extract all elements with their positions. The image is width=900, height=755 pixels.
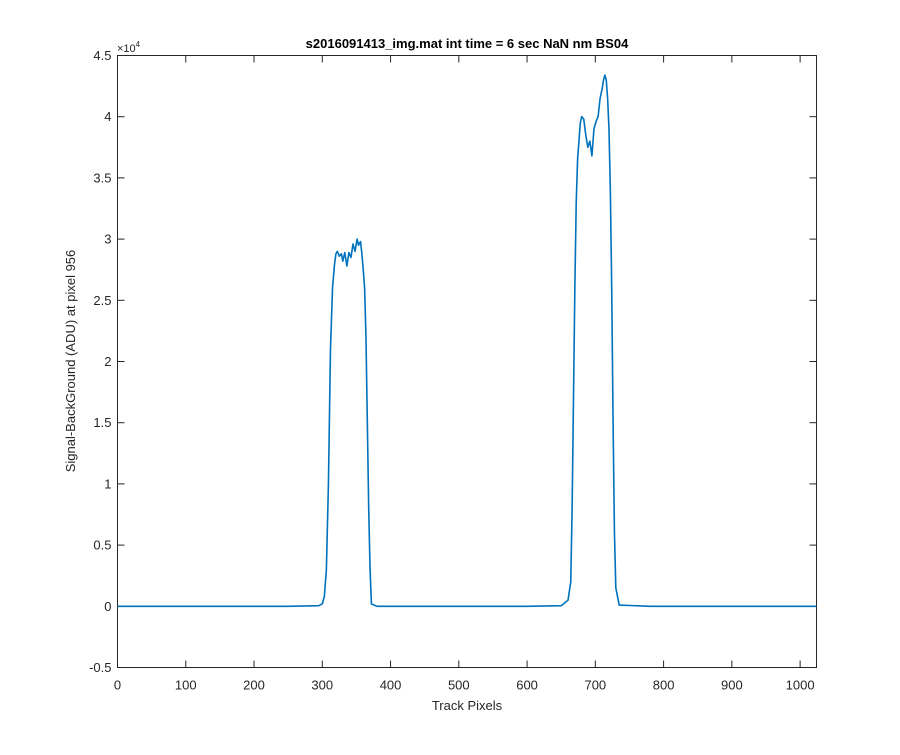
y-axis: -0.5 0 0.5 1 1.5 2 2.5 3 3.5 4 4.5	[89, 48, 817, 675]
y-tick-label: -0.5	[89, 660, 111, 675]
y-tick-label: 3	[104, 232, 111, 247]
y-axis-exponent: ×104	[117, 40, 141, 55]
y-tick-label: 1.5	[93, 415, 111, 430]
x-tick-label: 600	[516, 678, 538, 693]
x-tick-label: 300	[311, 678, 333, 693]
x-tick-label: 1000	[786, 678, 815, 693]
x-tick-label: 500	[448, 678, 470, 693]
y-tick-label: 0.5	[93, 538, 111, 553]
y-tick-label: 4	[104, 109, 111, 124]
plot-area	[117, 55, 817, 668]
y-tick-label: 2.5	[93, 293, 111, 308]
y-axis-exponent-power: 4	[136, 40, 141, 49]
x-tick-label: 700	[584, 678, 606, 693]
y-tick-label: 3.5	[93, 170, 111, 185]
y-tick-label: 2	[104, 354, 111, 369]
x-axis-label: Track Pixels	[432, 698, 503, 713]
y-axis-label: Signal-BackGround (ADU) at pixel 956	[63, 250, 78, 473]
x-tick-label: 0	[114, 678, 121, 693]
series-layer	[117, 74, 817, 608]
series-line	[117, 74, 817, 608]
x-tick-label: 200	[243, 678, 265, 693]
x-tick-label: 900	[721, 678, 743, 693]
y-tick-label: 0	[104, 599, 111, 614]
chart-title: s2016091413_img.mat int time = 6 sec NaN…	[306, 36, 629, 51]
x-axis: 0 100 200 300 400 500 600 700 800 900 1000	[114, 55, 815, 693]
y-tick-label: 1	[104, 476, 111, 491]
x-tick-label: 400	[380, 678, 402, 693]
y-tick-label: 4.5	[93, 48, 111, 63]
x-tick-label: 800	[653, 678, 675, 693]
x-tick-label: 100	[175, 678, 197, 693]
